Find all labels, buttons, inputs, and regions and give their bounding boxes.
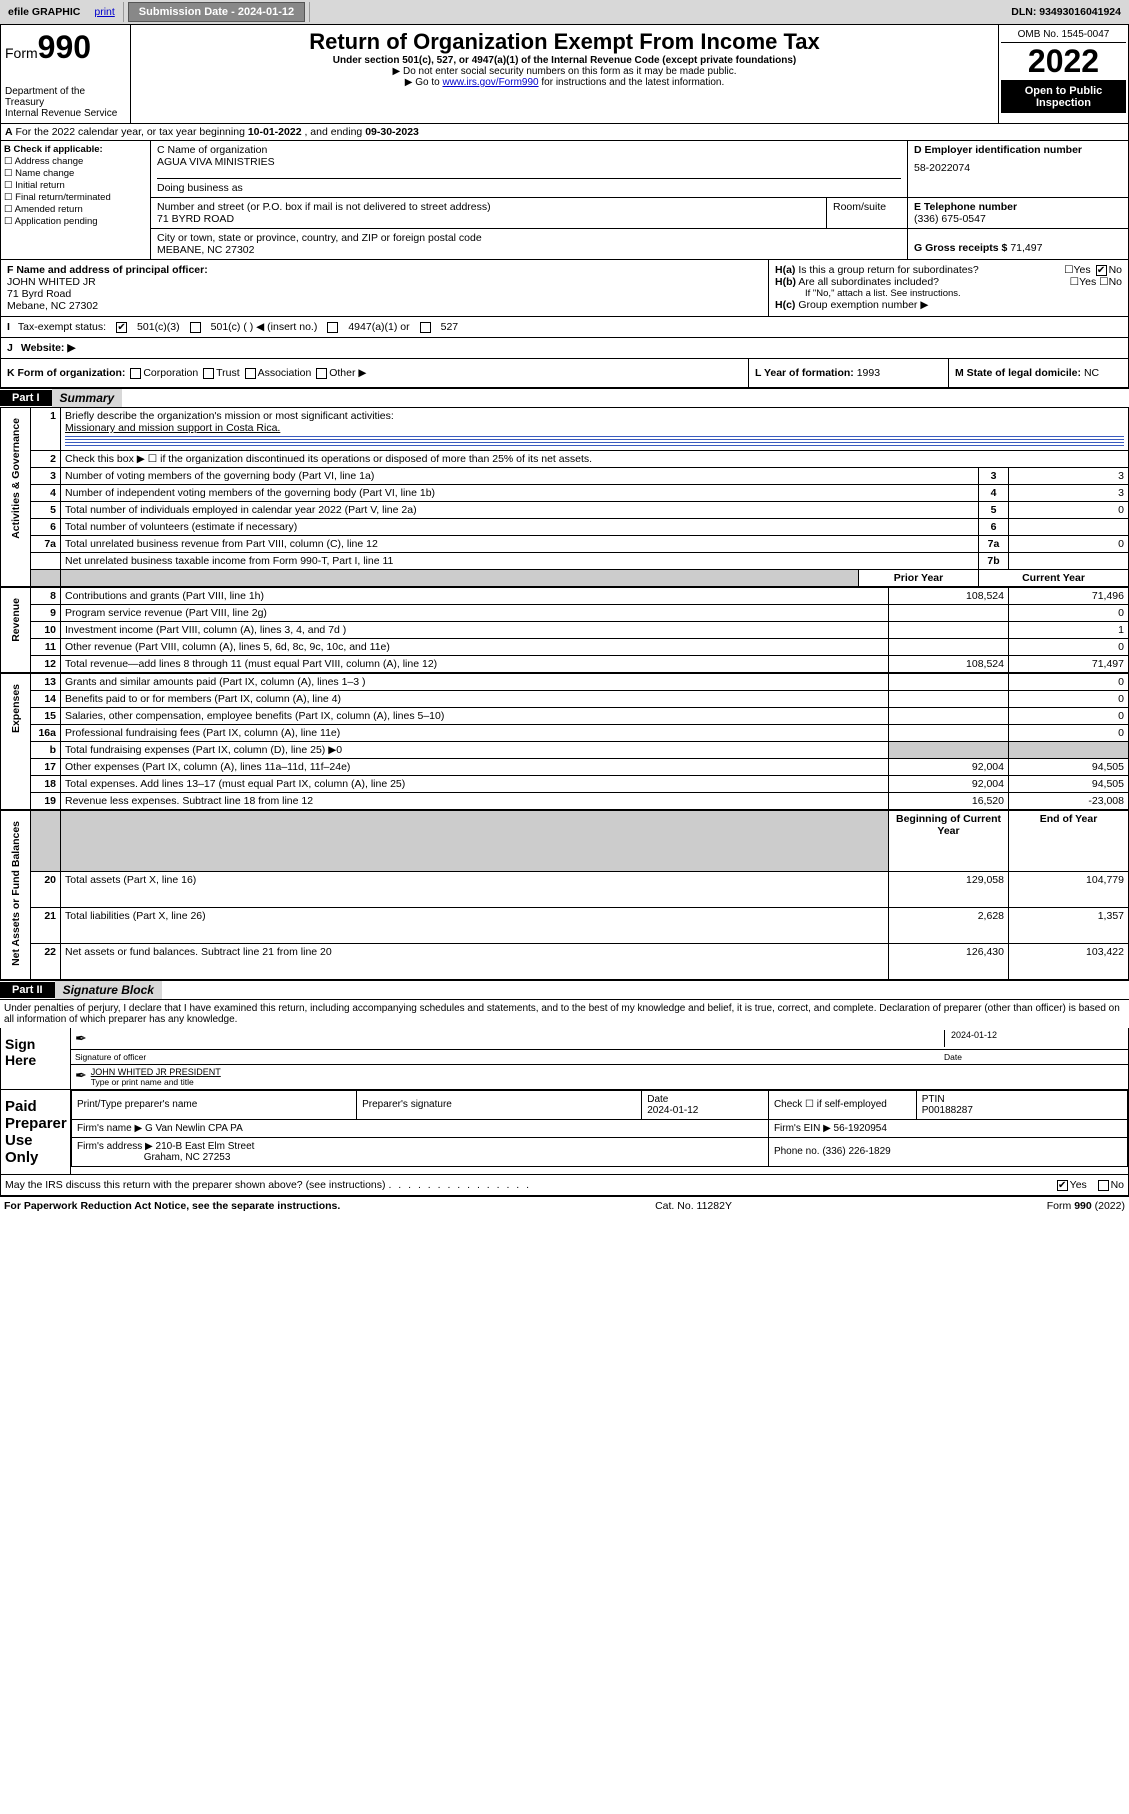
dba-label: Doing business as bbox=[157, 182, 243, 194]
city-label: City or town, state or province, country… bbox=[157, 232, 901, 244]
org-name-label: C Name of organization bbox=[157, 144, 901, 156]
perjury-declaration: Under penalties of perjury, I declare th… bbox=[0, 999, 1129, 1028]
website-row: J Website: ▶ bbox=[0, 338, 1129, 359]
sign-here-label: Sign Here bbox=[1, 1028, 71, 1089]
vside-revenue: Revenue bbox=[1, 588, 31, 673]
officer-addr2: Mebane, NC 27302 bbox=[7, 300, 98, 312]
officer-addr1: 71 Byrd Road bbox=[7, 288, 71, 300]
chk-initial-return[interactable]: ☐ Initial return bbox=[4, 180, 147, 191]
officer-and-group-row: F Name and address of principal officer:… bbox=[0, 260, 1129, 317]
instruction-2: ▶ Go to www.irs.gov/Form990 for instruct… bbox=[135, 77, 994, 88]
dept-label: Department of the Treasury bbox=[5, 86, 126, 108]
paid-preparer-label: Paid Preparer Use Only bbox=[1, 1090, 71, 1174]
summary-table: Activities & Governance 1 Briefly descri… bbox=[0, 407, 1129, 587]
part-1-header: Part I Summary bbox=[0, 388, 1129, 407]
year-formation: 1993 bbox=[857, 367, 880, 379]
tax-exempt-status-row: I Tax-exempt status: 501(c)(3) 501(c) ( … bbox=[0, 317, 1129, 338]
firm-name: G Van Newlin CPA PA bbox=[145, 1123, 243, 1134]
part-2-header: Part II Signature Block bbox=[0, 980, 1129, 999]
firm-phone: (336) 226-1829 bbox=[822, 1146, 890, 1157]
column-b-checkboxes: B Check if applicable: ☐ Address change … bbox=[1, 141, 151, 259]
irs-link[interactable]: www.irs.gov/Form990 bbox=[442, 77, 538, 88]
addr-label: Number and street (or P.O. box if mail i… bbox=[157, 201, 820, 213]
net-assets-table: Net Assets or Fund Balances Beginning of… bbox=[0, 810, 1129, 980]
form-number: Form990 bbox=[5, 29, 126, 66]
chk-discuss-yes[interactable] bbox=[1057, 1180, 1068, 1191]
city-value: MEBANE, NC 27302 bbox=[157, 244, 901, 256]
firm-addr1: 210-B East Elm Street bbox=[156, 1141, 255, 1152]
form-subtitle: Under section 501(c), 527, or 4947(a)(1)… bbox=[135, 55, 994, 66]
chk-amended[interactable]: ☐ Amended return bbox=[4, 204, 147, 215]
vside-expenses: Expenses bbox=[1, 674, 31, 810]
chk-address-change[interactable]: ☐ Address change bbox=[4, 156, 147, 167]
ptin-value: P00188287 bbox=[922, 1105, 973, 1116]
pen-icon: ✒ bbox=[75, 1030, 87, 1047]
paid-preparer-block: Paid Preparer Use Only Print/Type prepar… bbox=[0, 1090, 1129, 1175]
chk-527[interactable] bbox=[420, 322, 431, 333]
inspection-label: Open to Public Inspection bbox=[1001, 81, 1126, 113]
omb-number: OMB No. 1545-0047 bbox=[1001, 27, 1126, 43]
form-header: Form990 Department of the Treasury Inter… bbox=[0, 24, 1129, 124]
gross-receipts: 71,497 bbox=[1010, 242, 1042, 254]
ein-label: D Employer identification number bbox=[914, 144, 1122, 156]
pen-icon-2: ✒ bbox=[75, 1067, 87, 1087]
chk-4947[interactable] bbox=[327, 322, 338, 333]
form-title: Return of Organization Exempt From Incom… bbox=[135, 29, 994, 55]
form-of-org-row: K Form of organization: Corporation Trus… bbox=[0, 359, 1129, 388]
vside-governance: Activities & Governance bbox=[1, 408, 31, 587]
vside-net-assets: Net Assets or Fund Balances bbox=[1, 811, 31, 980]
chk-final-return[interactable]: ☐ Final return/terminated bbox=[4, 192, 147, 203]
expenses-table: Expenses 13Grants and similar amounts pa… bbox=[0, 673, 1129, 810]
ein-value: 58-2022074 bbox=[914, 162, 1122, 174]
chk-501c[interactable] bbox=[190, 322, 201, 333]
org-name: AGUA VIVA MINISTRIES bbox=[157, 156, 901, 168]
phone-value: (336) 675-0547 bbox=[914, 213, 1122, 225]
tax-year: 2022 bbox=[1001, 43, 1126, 81]
submission-date-button[interactable]: Submission Date - 2024-01-12 bbox=[128, 2, 305, 22]
chk-name-change[interactable]: ☐ Name change bbox=[4, 168, 147, 179]
room-label: Room/suite bbox=[833, 201, 901, 213]
signature-block: Sign Here ✒ 2024-01-12 Signature of offi… bbox=[0, 1028, 1129, 1090]
print-link[interactable]: print bbox=[90, 4, 118, 20]
revenue-table: Revenue 8Contributions and grants (Part … bbox=[0, 587, 1129, 673]
mission-text: Missionary and mission support in Costa … bbox=[65, 422, 280, 434]
chk-application-pending[interactable]: ☐ Application pending bbox=[4, 216, 147, 227]
top-toolbar: efile GRAPHIC print Submission Date - 20… bbox=[0, 0, 1129, 24]
may-irs-discuss-row: May the IRS discuss this return with the… bbox=[0, 1175, 1129, 1196]
efile-label: efile GRAPHIC bbox=[2, 4, 86, 20]
entity-info-grid: B Check if applicable: ☐ Address change … bbox=[0, 141, 1129, 260]
officer-name: JOHN WHITED JR bbox=[7, 276, 96, 288]
firm-addr2: Graham, NC 27253 bbox=[144, 1152, 231, 1163]
officer-label: F Name and address of principal officer: bbox=[7, 264, 208, 276]
sig-date-value: 2024-01-12 bbox=[944, 1030, 1124, 1047]
firm-ein: 56-1920954 bbox=[834, 1123, 887, 1134]
chk-discuss-no[interactable] bbox=[1098, 1180, 1109, 1191]
section-a-tax-year: A For the 2022 calendar year, or tax yea… bbox=[0, 124, 1129, 141]
state-domicile: NC bbox=[1084, 367, 1099, 379]
dln-field: DLN: 93493016041924 bbox=[1005, 4, 1127, 20]
officer-signature-name: JOHN WHITED JR PRESIDENT bbox=[91, 1067, 221, 1077]
addr-value: 71 BYRD ROAD bbox=[157, 213, 820, 225]
instruction-1: ▶ Do not enter social security numbers o… bbox=[135, 66, 994, 77]
chk-501c3[interactable] bbox=[116, 322, 127, 333]
irs-label: Internal Revenue Service bbox=[5, 108, 126, 119]
page-footer: For Paperwork Reduction Act Notice, see … bbox=[0, 1196, 1129, 1215]
phone-label: E Telephone number bbox=[914, 201, 1122, 213]
